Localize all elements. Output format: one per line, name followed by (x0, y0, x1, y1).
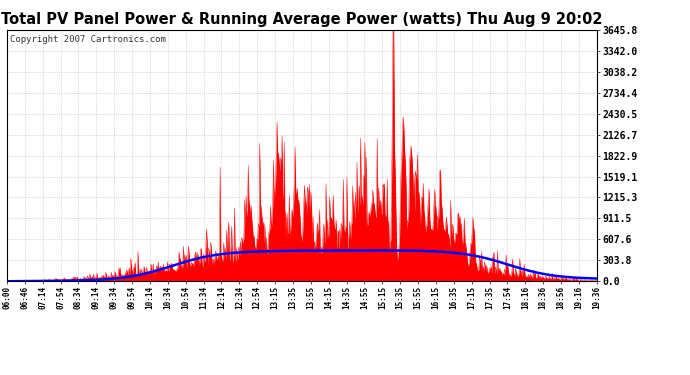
Title: Total PV Panel Power & Running Average Power (watts) Thu Aug 9 20:02: Total PV Panel Power & Running Average P… (1, 12, 602, 27)
Text: Copyright 2007 Cartronics.com: Copyright 2007 Cartronics.com (10, 35, 166, 44)
